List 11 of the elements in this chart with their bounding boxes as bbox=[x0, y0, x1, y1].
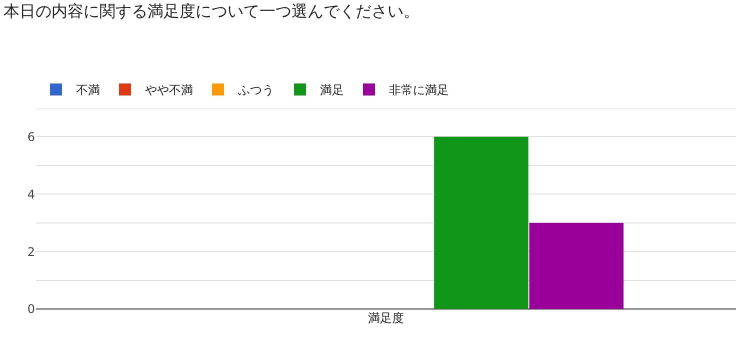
legend-label: やや不満 bbox=[145, 83, 193, 98]
y-tick-label: 2 bbox=[27, 244, 35, 259]
legend-label: 非常に満足 bbox=[389, 83, 449, 98]
legend-label: 不満 bbox=[76, 83, 100, 98]
y-tick-label: 6 bbox=[27, 130, 35, 144]
y-tick-label: 4 bbox=[27, 187, 35, 202]
legend-label: ふつう bbox=[237, 83, 274, 98]
chart-title: 本日の内容に関する満足度について一つ選んでください。 bbox=[4, 1, 420, 20]
x-tick-label: 満足度 bbox=[368, 311, 404, 325]
legend-label: 満足 bbox=[320, 83, 344, 98]
y-tick-label: 0 bbox=[27, 302, 35, 316]
